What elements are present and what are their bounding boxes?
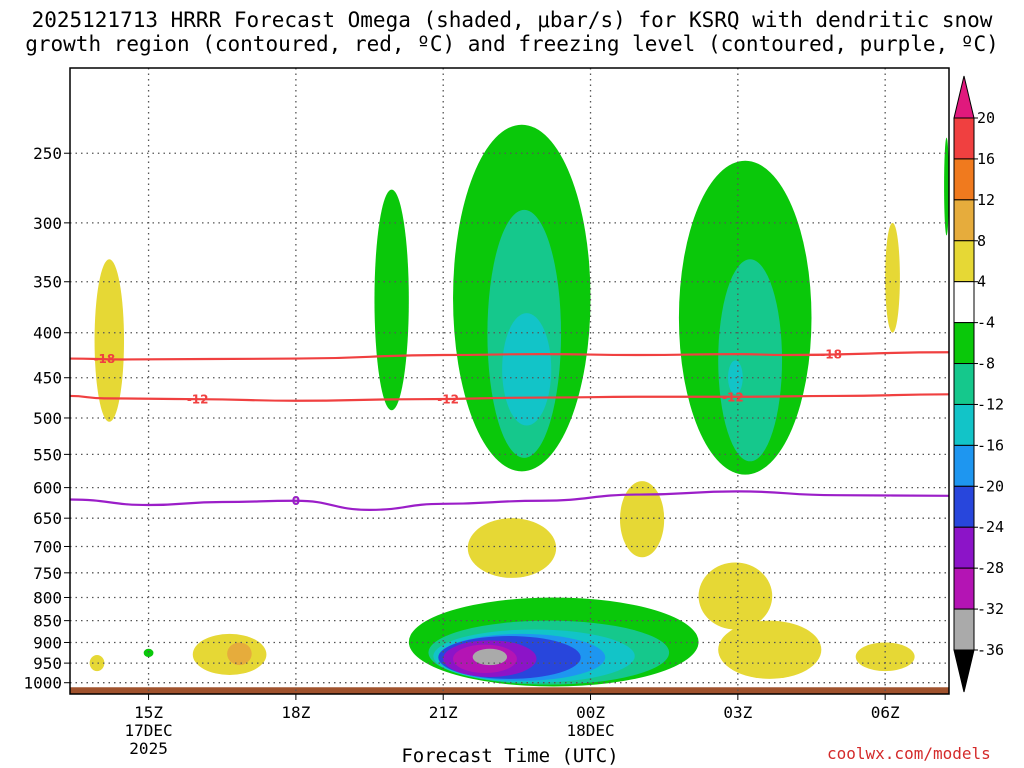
colorbar-swatch <box>953 117 975 160</box>
chart-title: 2025121713 HRRR Forecast Omega (shaded, … <box>0 8 1024 56</box>
x-tick-label: 18Z <box>281 703 310 722</box>
omega-region-12 <box>944 137 949 236</box>
y-tick-label: 750 <box>33 564 62 583</box>
y-tick-label: 700 <box>33 537 62 556</box>
omega-region-11 <box>728 360 743 395</box>
x-tick-label: 03Z <box>723 703 752 722</box>
contour-label: -18 <box>94 352 116 366</box>
contour-line-2 <box>70 490 949 511</box>
watermark: coolwx.com/models <box>827 744 991 763</box>
plot-frame <box>69 67 950 695</box>
omega-region-0 <box>94 259 125 422</box>
colorbar-tick-label: -24 <box>977 518 1004 536</box>
y-tick-label: 950 <box>33 654 62 673</box>
omega-region-10 <box>718 259 783 462</box>
y-tick-label: 400 <box>33 324 62 343</box>
y-tick-label: 550 <box>33 445 62 464</box>
y-tick-label: 900 <box>33 633 62 652</box>
colorbar-tick-label: 12 <box>977 191 995 209</box>
y-tick-label: 850 <box>33 612 62 631</box>
colorbar-swatch <box>953 322 975 365</box>
x-axis-label: Forecast Time (UTC) <box>401 745 619 767</box>
colorbar-tick-label: -32 <box>977 600 1004 618</box>
colorbar-tick-label: -28 <box>977 559 1004 577</box>
contour-label: -12 <box>437 393 459 407</box>
contour-label: -12 <box>187 393 209 407</box>
temperature-contours: -18 -18 -12 -12 -12 0 <box>70 348 949 511</box>
terrain-layer <box>70 687 949 694</box>
x-tick-label: 21Z <box>429 703 458 722</box>
x-tick-label: 18DEC <box>566 721 614 740</box>
colorbar-tick-label: -16 <box>977 436 1004 454</box>
colorbar-tick-label: 20 <box>977 109 995 127</box>
omega-region-14 <box>467 518 557 578</box>
colorbar-swatch <box>953 403 975 446</box>
colorbar-bottom-arrow <box>953 649 975 693</box>
omega-region-15 <box>619 481 665 558</box>
omega-region-8 <box>502 313 552 426</box>
omega-region-2 <box>143 648 154 658</box>
contour-label: -18 <box>820 348 842 362</box>
colorbar-swatch <box>953 281 975 324</box>
contour-line-0 <box>70 351 949 361</box>
colorbar-tick-label: -20 <box>977 477 1004 495</box>
y-tick-label: 250 <box>33 144 62 163</box>
colorbar-swatch <box>953 199 975 242</box>
colorbar-tick-label: -4 <box>977 314 995 332</box>
y-tick-label: 600 <box>33 479 62 498</box>
contour-line-1 <box>70 393 949 402</box>
colorbar-swatch <box>953 485 975 528</box>
colorbar-swatch <box>953 567 975 610</box>
colorbar-tick-label: -36 <box>977 641 1004 659</box>
colorbar-swatch <box>953 608 975 651</box>
omega-region-4 <box>227 642 252 666</box>
colorbar-tick-label: 16 <box>977 150 995 168</box>
gridlines <box>70 68 949 694</box>
colorbar: 20 16 12 8 4 -4 -8 -12 -16 -20 -24 -28 -32 -36 <box>953 75 1004 693</box>
colorbar-swatch <box>953 158 975 201</box>
colorbar-tick-label: 8 <box>977 232 986 250</box>
x-tick-label: 06Z <box>871 703 900 722</box>
x-tick-label: 00Z <box>576 703 605 722</box>
colorbar-swatch <box>953 526 975 569</box>
terrain-strip <box>70 687 949 694</box>
colorbar-tick-label: -8 <box>977 355 995 373</box>
y-tick-label: 1000 <box>23 674 62 693</box>
y-tick-label: 500 <box>33 409 62 428</box>
y-tick-label: 350 <box>33 273 62 292</box>
omega-region-16 <box>698 562 773 630</box>
colorbar-tick-label: -12 <box>977 395 1004 413</box>
colorbar-swatch <box>953 240 975 283</box>
omega-region-17 <box>718 620 822 679</box>
x-tick-label: 15Z <box>134 703 163 722</box>
omega-region-5 <box>374 189 409 411</box>
colorbar-tick-label: 4 <box>977 273 986 291</box>
x-tick-label: 2025 <box>129 739 168 758</box>
y-tick-label: 300 <box>33 214 62 233</box>
contour-label: 0 <box>292 494 300 508</box>
colorbar-top-arrow <box>953 75 975 119</box>
y-axis-ticks: 250 300 350 400 450 500 550 600 650 700 750 800 850 9… <box>23 144 70 693</box>
omega-region-1 <box>89 654 105 672</box>
title-line-1: 2025121713 HRRR Forecast Omega (shaded, … <box>31 8 993 32</box>
y-tick-label: 800 <box>33 588 62 607</box>
contour-label: -12 <box>722 390 744 404</box>
colorbar-swatch <box>953 363 975 405</box>
title-line-2: growth region (contoured, red, ºC) and f… <box>25 32 999 56</box>
x-tick-label: 17DEC <box>124 721 172 740</box>
y-tick-label: 650 <box>33 509 62 528</box>
colorbar-swatch <box>953 444 975 487</box>
omega-region-13 <box>885 222 900 333</box>
omega-region-26 <box>472 648 508 666</box>
y-tick-label: 450 <box>33 369 62 388</box>
